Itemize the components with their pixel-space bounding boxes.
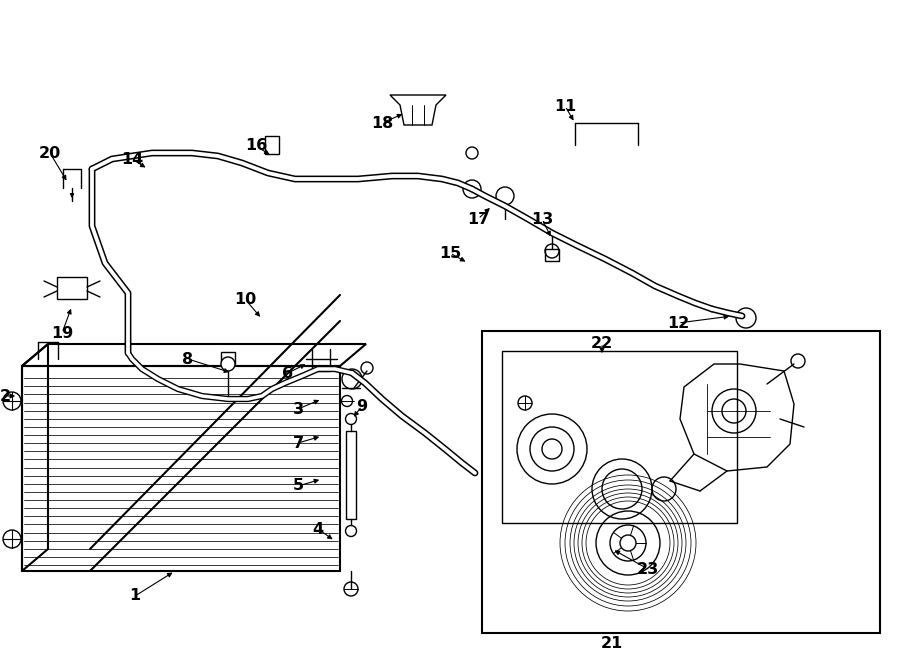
- Text: 8: 8: [183, 352, 194, 366]
- Text: 18: 18: [371, 116, 393, 130]
- Text: 17: 17: [467, 212, 489, 227]
- Text: 5: 5: [292, 479, 303, 494]
- Text: 3: 3: [292, 401, 303, 416]
- Text: 7: 7: [292, 436, 303, 451]
- Text: 10: 10: [234, 292, 256, 307]
- Text: 4: 4: [312, 522, 324, 537]
- Text: 23: 23: [637, 561, 659, 576]
- Text: 20: 20: [39, 145, 61, 161]
- Bar: [265, 136, 279, 154]
- Bar: [221, 352, 235, 364]
- Text: 16: 16: [245, 139, 267, 153]
- Text: 6: 6: [283, 366, 293, 381]
- Text: 13: 13: [531, 212, 554, 227]
- Bar: [545, 249, 559, 261]
- Bar: [502, 351, 737, 523]
- Text: 19: 19: [51, 325, 73, 340]
- Text: 21: 21: [601, 635, 623, 650]
- Text: 14: 14: [121, 151, 143, 167]
- Text: 15: 15: [439, 245, 461, 260]
- Text: 11: 11: [554, 98, 576, 114]
- Bar: [346, 431, 356, 519]
- Bar: [482, 331, 880, 633]
- Text: 2: 2: [0, 389, 11, 403]
- Circle shape: [221, 357, 235, 371]
- Text: 1: 1: [130, 588, 140, 603]
- Text: 22: 22: [591, 336, 613, 350]
- Text: 9: 9: [356, 399, 367, 414]
- Text: 12: 12: [667, 315, 689, 330]
